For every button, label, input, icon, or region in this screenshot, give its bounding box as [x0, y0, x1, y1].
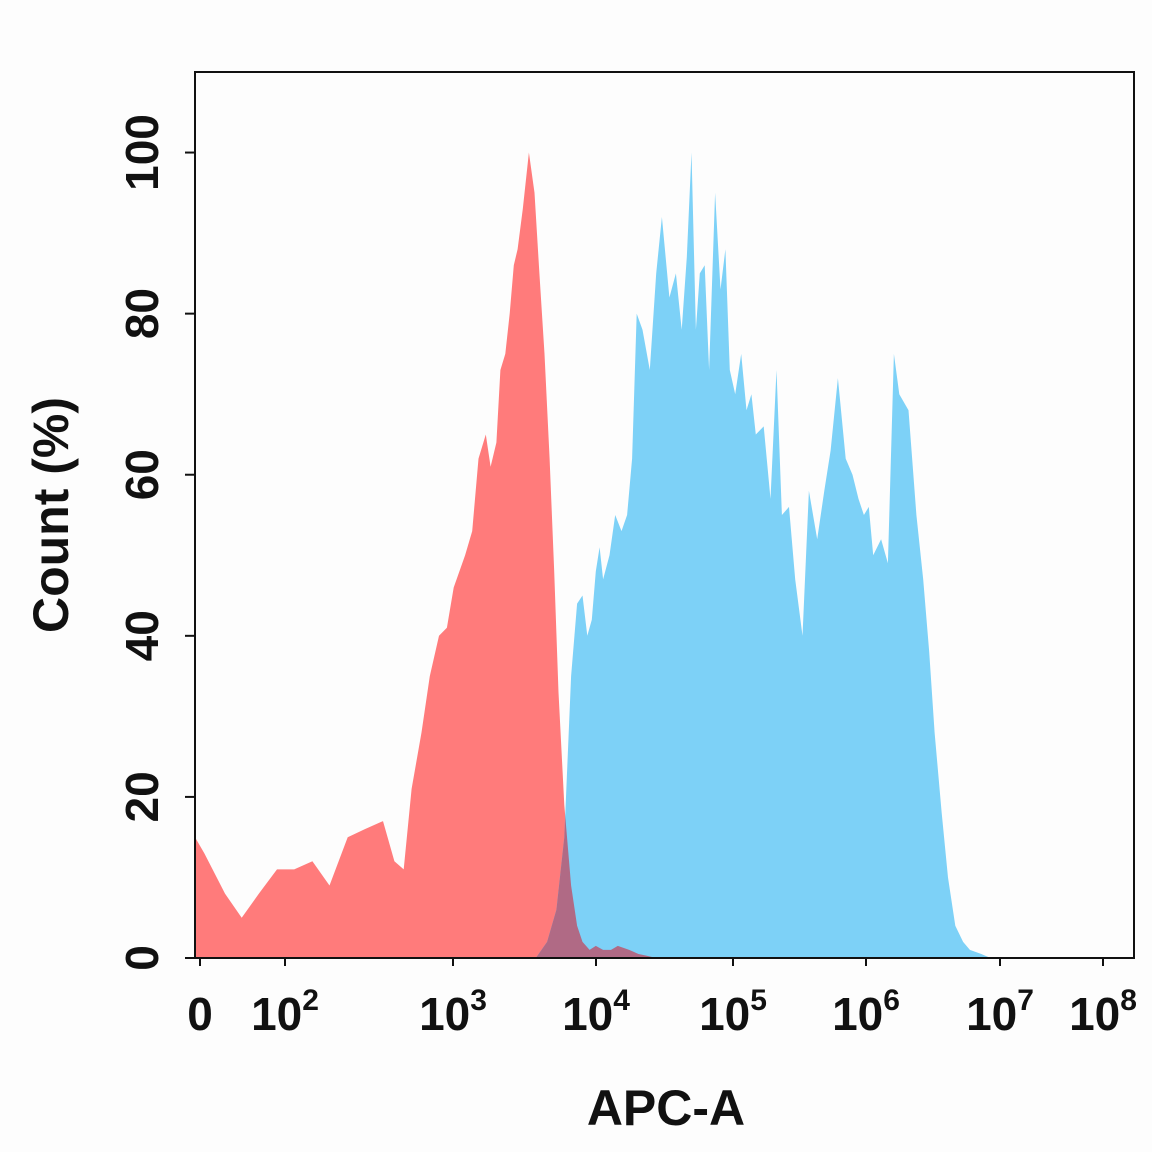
x-tick-label: 106: [832, 984, 900, 1040]
plot-frame: [194, 71, 1135, 959]
x-axis-ticks: 0 102 103 104 105 106 107 108: [187, 958, 1137, 1040]
x-axis-title: APC-A: [587, 1080, 745, 1136]
negative-control-area: [195, 152, 665, 958]
stained-sample-area: [521, 152, 991, 958]
y-axis-ticks: 0 20 40 60 80 100: [116, 114, 195, 971]
x-tick-label: 108: [1069, 984, 1137, 1040]
x-tick-label: 0: [187, 988, 213, 1040]
y-tick-label: 20: [116, 771, 168, 822]
y-tick-label: 40: [116, 610, 168, 661]
x-tick-label: 105: [699, 984, 767, 1040]
y-tick-label: 60: [116, 449, 168, 500]
y-tick-label: 100: [116, 114, 168, 191]
y-tick-label: 0: [116, 945, 168, 971]
y-tick-label: 80: [116, 288, 168, 339]
y-axis-title: Count (%): [23, 397, 79, 633]
histogram-areas: [195, 152, 991, 958]
x-tick-label: 102: [251, 984, 319, 1040]
x-tick-label: 103: [419, 984, 487, 1040]
x-tick-label: 107: [966, 984, 1034, 1040]
x-tick-label: 104: [562, 984, 630, 1040]
